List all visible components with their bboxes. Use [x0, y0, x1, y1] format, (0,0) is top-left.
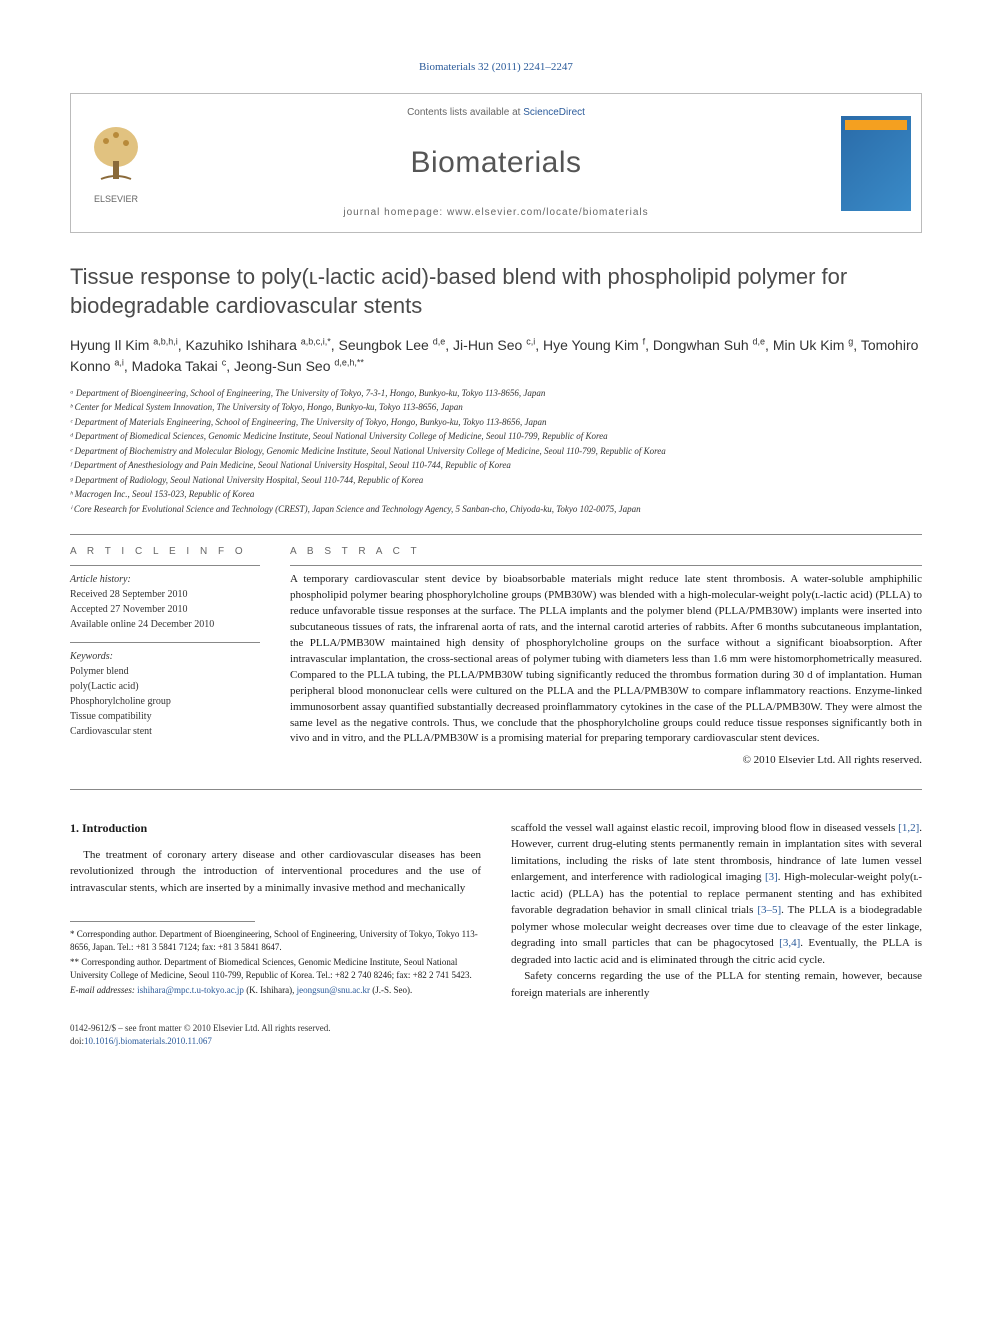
keyword: Polymer blend — [70, 664, 260, 679]
body-column-right: scaffold the vessel wall against elastic… — [511, 820, 922, 1047]
abstract-heading: A B S T R A C T — [290, 545, 922, 559]
keyword: Cardiovascular stent — [70, 724, 260, 739]
cite-link[interactable]: [3,4] — [779, 937, 800, 949]
homepage-line: journal homepage: www.elsevier.com/locat… — [343, 206, 648, 220]
issn-line: 0142-9612/$ – see front matter © 2010 El… — [70, 1022, 481, 1035]
affiliation-line: ᶠ Department of Anesthesiology and Pain … — [70, 459, 922, 473]
affiliation-line: ʰ Macrogen Inc., Seoul 153-023, Republic… — [70, 488, 922, 502]
email-who-2: (J.-S. Seo). — [370, 985, 412, 995]
affiliations: ᵃ Department of Bioengineering, School o… — [70, 387, 922, 517]
history-label: Article history: — [70, 572, 260, 587]
elsevier-label: ELSEVIER — [94, 193, 138, 206]
journal-cover-thumb — [831, 94, 921, 232]
contents-list-line: Contents lists available at ScienceDirec… — [407, 106, 585, 120]
rule-top — [70, 534, 922, 535]
intro-paragraph-1: The treatment of coronary artery disease… — [70, 847, 481, 897]
history-online: Available online 24 December 2010 — [70, 617, 260, 632]
abstract-block: A B S T R A C T A temporary cardiovascul… — [290, 545, 922, 769]
article-info-block: A R T I C L E I N F O Article history: R… — [70, 545, 260, 769]
email-link-1[interactable]: ishihara@mpc.t.u-tokyo.ac.jp — [137, 985, 244, 995]
text-span: scaffold the vessel wall against elastic… — [511, 822, 898, 834]
email-who-1: (K. Ishihara), — [244, 985, 297, 995]
article-info-heading: A R T I C L E I N F O — [70, 545, 260, 559]
affiliation-line: ⁱ Core Research for Evolutional Science … — [70, 503, 922, 517]
affiliation-line: ᵃ Department of Bioengineering, School o… — [70, 387, 922, 401]
abstract-copyright: © 2010 Elsevier Ltd. All rights reserved… — [290, 753, 922, 768]
article-title: Tissue response to poly(ʟ-lactic acid)-b… — [70, 263, 922, 320]
homepage-prefix: journal homepage: — [343, 207, 447, 218]
email-label: E-mail addresses: — [70, 985, 137, 995]
info-rule-2 — [70, 642, 260, 643]
email-link-2[interactable]: jeongsun@snu.ac.kr — [297, 985, 370, 995]
intro-paragraph-2: Safety concerns regarding the use of the… — [511, 968, 922, 1001]
journal-name: Biomaterials — [410, 142, 581, 184]
doi-link[interactable]: 10.1016/j.biomaterials.2010.11.067 — [84, 1036, 212, 1046]
keyword: Phosphorylcholine group — [70, 694, 260, 709]
author-list: Hyung Il Kim a,b,h,i, Kazuhiko Ishihara … — [70, 335, 922, 377]
homepage-url: www.elsevier.com/locate/biomaterials — [447, 207, 649, 218]
affiliation-line: ᶜ Department of Materials Engineering, S… — [70, 416, 922, 430]
sciencedirect-link[interactable]: ScienceDirect — [523, 107, 585, 118]
intro-paragraph-1-cont: scaffold the vessel wall against elastic… — [511, 820, 922, 969]
body-column-left: 1. Introduction The treatment of coronar… — [70, 820, 481, 1047]
keyword: Tissue compatibility — [70, 709, 260, 724]
info-rule-1 — [70, 565, 260, 566]
footer-bar: 0142-9612/$ – see front matter © 2010 El… — [70, 1022, 481, 1047]
affiliation-line: ᵉ Department of Biochemistry and Molecul… — [70, 445, 922, 459]
history-received: Received 28 September 2010 — [70, 587, 260, 602]
affiliation-line: ᵇ Center for Medical System Innovation, … — [70, 401, 922, 415]
elsevier-logo: ELSEVIER — [71, 94, 161, 232]
contents-prefix: Contents lists available at — [407, 107, 523, 118]
keyword: poly(Lactic acid) — [70, 679, 260, 694]
history-accepted: Accepted 27 November 2010 — [70, 602, 260, 617]
affiliation-line: ᵍ Department of Radiology, Seoul Nationa… — [70, 474, 922, 488]
affiliation-line: ᵈ Department of Biomedical Sciences, Gen… — [70, 430, 922, 444]
cite-link[interactable]: [3] — [765, 871, 778, 883]
cite-link[interactable]: [3–5] — [757, 904, 781, 916]
abstract-rule — [290, 565, 922, 566]
footnotes: * Corresponding author. Department of Bi… — [70, 928, 481, 997]
corresponding-author-2: ** Corresponding author. Department of B… — [70, 956, 481, 981]
corresponding-author-1: * Corresponding author. Department of Bi… — [70, 928, 481, 953]
footnote-rule — [70, 921, 255, 922]
journal-header: ELSEVIER Contents lists available at Sci… — [70, 93, 922, 233]
abstract-text: A temporary cardiovascular stent device … — [290, 572, 922, 747]
cite-link[interactable]: [1,2] — [898, 822, 919, 834]
elsevier-tree-icon — [86, 121, 146, 191]
rule-bottom — [70, 789, 922, 790]
keywords-label: Keywords: — [70, 649, 260, 664]
citation-line: Biomaterials 32 (2011) 2241–2247 — [70, 60, 922, 75]
section-1-heading: 1. Introduction — [70, 820, 481, 837]
doi-label: doi: — [70, 1036, 84, 1046]
